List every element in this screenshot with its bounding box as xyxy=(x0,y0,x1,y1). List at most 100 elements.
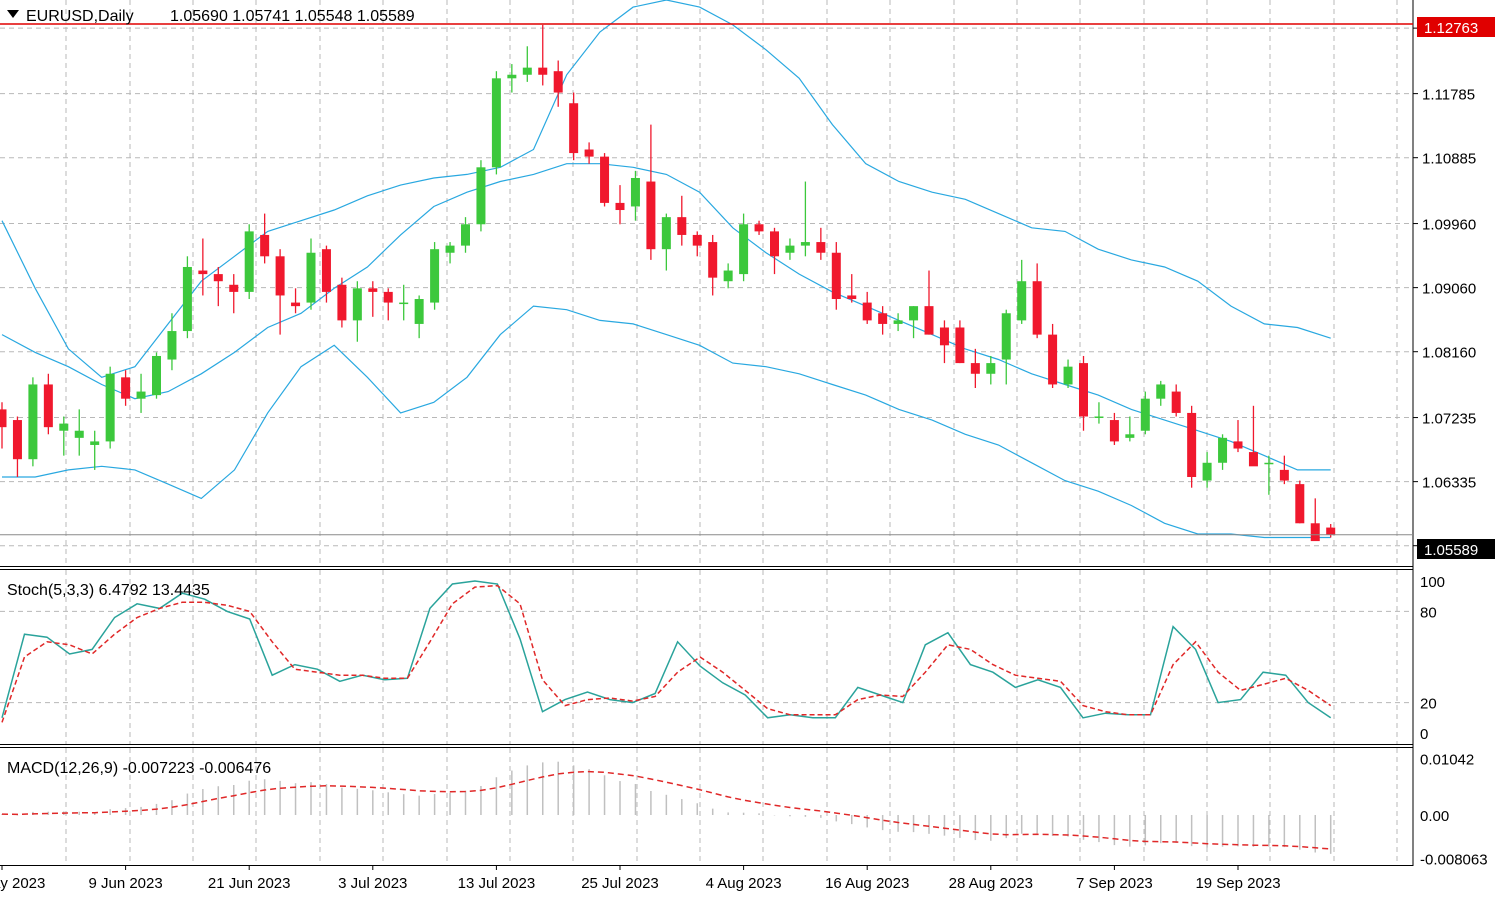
y-tick-label: 1.08160 xyxy=(1422,345,1476,362)
candle xyxy=(1017,259,1027,324)
candle xyxy=(677,195,687,246)
candle xyxy=(522,46,532,82)
dropdown-triangle-icon[interactable] xyxy=(7,10,19,18)
candle xyxy=(445,242,455,264)
candle xyxy=(646,124,656,260)
candle xyxy=(1140,391,1150,435)
candle xyxy=(352,281,362,342)
candle xyxy=(28,377,38,467)
candle xyxy=(476,160,486,232)
current-price-badge: 1.05589 xyxy=(1417,539,1495,559)
y-tick-label: 1.07235 xyxy=(1422,411,1476,428)
candle xyxy=(692,231,702,257)
candle xyxy=(43,373,53,435)
candle xyxy=(584,142,594,164)
stoch-tick-label: 100 xyxy=(1420,574,1445,591)
candle xyxy=(198,238,208,296)
candle xyxy=(1032,263,1042,339)
candle xyxy=(847,274,857,303)
candle xyxy=(260,213,270,264)
x-tick-label: 3 Jul 2023 xyxy=(338,875,407,892)
candle xyxy=(182,256,192,339)
candle xyxy=(105,366,115,449)
bollinger-bands xyxy=(1,0,1331,539)
band-middle xyxy=(1,163,1331,471)
x-tick-label: 9 Jun 2023 xyxy=(88,875,162,892)
candle xyxy=(0,402,7,449)
candle xyxy=(337,277,347,328)
candle xyxy=(1295,480,1305,524)
macd-tick-label: 0.01042 xyxy=(1420,752,1474,769)
candle xyxy=(1125,416,1135,442)
candlesticks xyxy=(0,24,1336,542)
x-tick-label: 13 Jul 2023 xyxy=(458,875,536,892)
ohlc-values: 1.05690 1.05741 1.05548 1.05589 xyxy=(170,8,415,25)
candle xyxy=(1094,402,1104,424)
candle xyxy=(986,355,996,385)
candle xyxy=(383,288,393,321)
candle xyxy=(229,274,239,314)
candle xyxy=(1264,455,1274,495)
candle xyxy=(939,320,949,364)
candle xyxy=(291,288,301,314)
y-tick-label: 1.10885 xyxy=(1422,151,1476,168)
x-tick-label: 28 Aug 2023 xyxy=(949,875,1033,892)
candle xyxy=(121,370,131,406)
candle xyxy=(1156,380,1166,406)
candle xyxy=(1001,309,1011,385)
candle xyxy=(213,266,223,307)
candle xyxy=(136,373,146,413)
candle xyxy=(275,249,285,335)
candle xyxy=(430,242,440,310)
gridlines xyxy=(0,0,1413,865)
stoch-label: Stoch(5,3,3) 6.4792 13.4435 xyxy=(7,582,210,599)
candle xyxy=(970,348,980,389)
candle xyxy=(708,234,718,296)
candle xyxy=(955,320,965,364)
date-axis-labels: 30 May 2023 9 Jun 2023 21 Jun 2023 3 Jul 20… xyxy=(0,865,1281,892)
stoch-main-line xyxy=(1,580,1332,719)
x-tick-label: 19 Sep 2023 xyxy=(1195,875,1280,892)
candle xyxy=(615,185,625,225)
candle xyxy=(1048,323,1058,389)
candle xyxy=(321,245,331,303)
y-tick-label: 1.11785 xyxy=(1422,87,1475,104)
price-axis-labels: 1.127051.117851.108851.099601.090601.081… xyxy=(1413,21,1488,869)
candle xyxy=(739,213,749,282)
candle xyxy=(754,220,764,235)
candle xyxy=(862,291,872,324)
candle xyxy=(1279,455,1289,485)
candle xyxy=(507,64,517,93)
candle xyxy=(553,60,563,107)
candle xyxy=(1109,412,1119,445)
candle xyxy=(1233,420,1243,453)
candle xyxy=(569,92,579,161)
macd-label: MACD(12,26,9) -0.007223 -0.006476 xyxy=(7,760,271,777)
candle xyxy=(244,224,254,300)
macd-signal-line xyxy=(1,770,1331,850)
panel-frames xyxy=(0,0,1414,866)
chart-header: EURUSD,Daily 1.05690 1.05741 1.05548 1.0… xyxy=(7,8,415,25)
stoch-tick-label: 20 xyxy=(1420,696,1437,713)
candle xyxy=(800,181,810,257)
candle xyxy=(878,306,888,335)
candle xyxy=(74,409,84,456)
candle xyxy=(1326,523,1336,538)
candle xyxy=(924,270,934,335)
x-tick-label: 21 Jun 2023 xyxy=(208,875,291,892)
x-tick-label: 16 Aug 2023 xyxy=(825,875,909,892)
band-lower xyxy=(2,305,1331,539)
candle xyxy=(1171,384,1181,417)
x-tick-label: 4 Aug 2023 xyxy=(706,875,782,892)
candle xyxy=(785,238,795,260)
y-tick-label: 1.09060 xyxy=(1422,281,1476,298)
candle xyxy=(59,416,69,456)
svg-text:1.12763: 1.12763 xyxy=(1424,20,1478,37)
x-tick-label: 25 Jul 2023 xyxy=(581,875,659,892)
candle xyxy=(90,430,100,470)
macd-tick-label: -0.008063 xyxy=(1420,852,1488,869)
candle xyxy=(661,213,671,271)
candle xyxy=(770,227,779,275)
stoch-tick-label: 0 xyxy=(1420,726,1428,743)
